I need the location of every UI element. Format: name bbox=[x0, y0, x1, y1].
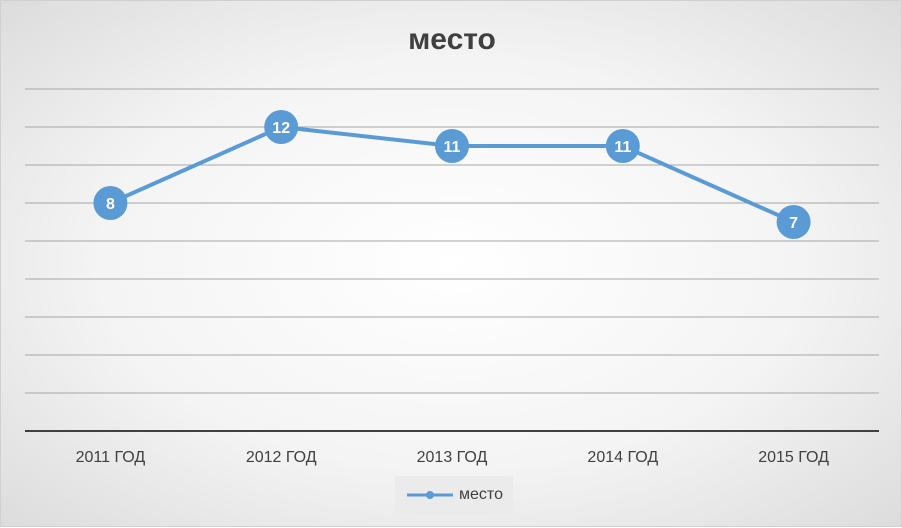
data-label: 8 bbox=[106, 196, 115, 213]
legend: место bbox=[395, 476, 513, 514]
x-tick-label: 2011 ГОД bbox=[76, 449, 146, 466]
data-point-marker bbox=[435, 129, 469, 163]
data-point-marker bbox=[605, 129, 640, 163]
x-tick-label: 2014 ГОД bbox=[587, 449, 658, 466]
data-point-marker bbox=[264, 110, 299, 144]
x-tick-labels: 2011 ГОД 2012 ГОД 2013 ГОД 2014 ГОД 2015 ГОД bbox=[76, 449, 830, 466]
data-point-marker bbox=[776, 205, 811, 239]
x-tick-label: 2015 ГОД bbox=[758, 449, 829, 466]
data-point: 11 bbox=[605, 129, 640, 163]
legend-line-marker-icon bbox=[407, 491, 454, 499]
chart-title: место bbox=[408, 23, 496, 56]
x-tick-label: 2012 ГОД bbox=[246, 449, 317, 466]
gridlines bbox=[25, 88, 879, 432]
data-label: 11 bbox=[444, 139, 461, 156]
data-point: 12 bbox=[264, 110, 299, 144]
data-points: 8 12 11 11 7 bbox=[93, 110, 811, 239]
data-point: 8 bbox=[93, 186, 128, 220]
data-label: 7 bbox=[789, 215, 798, 232]
data-point: 11 bbox=[435, 129, 469, 163]
data-label: 12 bbox=[272, 120, 290, 137]
legend-entry-label: место bbox=[459, 486, 503, 503]
x-tick-label: 2013 ГОД bbox=[417, 449, 488, 466]
data-point: 7 bbox=[776, 205, 811, 239]
data-point-marker bbox=[93, 186, 128, 220]
data-label: 11 bbox=[614, 139, 631, 156]
